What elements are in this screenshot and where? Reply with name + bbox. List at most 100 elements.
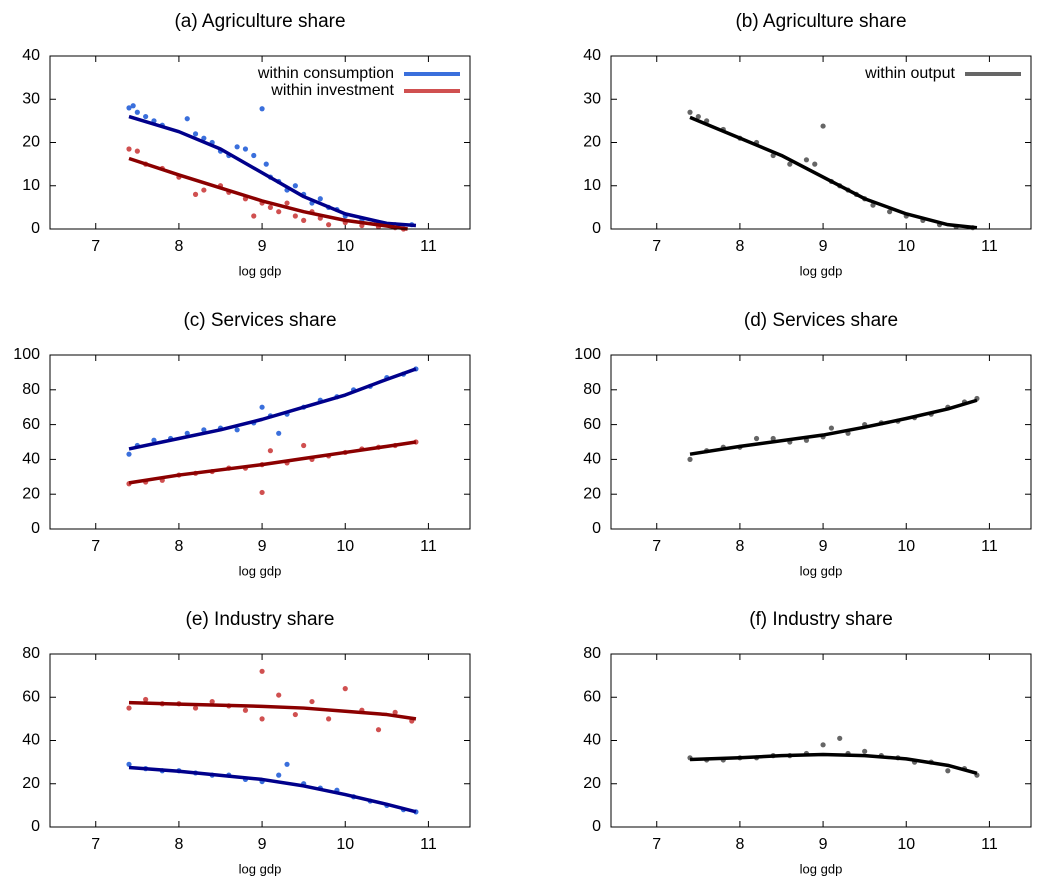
- data-point: [184, 116, 190, 122]
- data-point: [259, 106, 265, 112]
- x-tick-label: 10: [336, 238, 354, 255]
- y-tick-label: 80: [583, 381, 601, 398]
- data-point: [192, 705, 199, 711]
- x-axis-label: log gdp: [239, 563, 282, 578]
- x-tick-label: 7: [652, 238, 661, 255]
- data-point: [126, 105, 132, 111]
- x-tick-label: 11: [420, 238, 437, 255]
- data-point: [326, 716, 332, 722]
- data-point: [267, 204, 273, 210]
- x-axis-label: log gdp: [800, 861, 843, 876]
- data-point: [828, 425, 834, 431]
- data-point: [945, 768, 951, 774]
- fit-line: [128, 156, 408, 231]
- data-point: [375, 727, 382, 733]
- data-point: [184, 430, 190, 436]
- legend-label: within investment: [270, 82, 394, 99]
- subplot-title: (f) Industry share: [749, 609, 893, 630]
- data-point: [251, 152, 257, 159]
- data-point: [309, 698, 315, 705]
- plot-frame: [610, 354, 1032, 530]
- fit-line: [128, 367, 417, 451]
- x-tick-label: 7: [652, 836, 661, 853]
- data-point: [259, 404, 265, 410]
- data-point: [126, 705, 132, 711]
- fit-line: [689, 115, 978, 230]
- plot-frame: [610, 55, 1032, 230]
- y-tick-label: 60: [22, 416, 40, 433]
- y-tick-label: 20: [583, 485, 601, 502]
- data-point: [134, 109, 140, 115]
- x-tick-label: 7: [91, 836, 100, 853]
- y-tick-label: 100: [13, 346, 40, 363]
- x-tick-label: 10: [336, 836, 354, 853]
- data-point: [126, 146, 132, 152]
- x-axis-label: log gdp: [800, 263, 843, 278]
- data-point: [259, 716, 265, 722]
- y-tick-label: 0: [31, 220, 40, 237]
- data-point: [201, 135, 207, 141]
- data-point: [192, 191, 199, 197]
- data-point: [130, 103, 136, 109]
- data-point: [812, 161, 818, 167]
- y-tick-label: 20: [22, 775, 40, 792]
- data-point: [143, 696, 149, 703]
- data-point: [695, 113, 701, 120]
- y-tick-label: 80: [22, 645, 40, 662]
- y-tick-label: 80: [583, 645, 601, 662]
- data-point: [887, 209, 893, 215]
- y-tick-label: 60: [583, 416, 601, 433]
- y-tick-label: 20: [22, 485, 40, 502]
- data-point: [292, 183, 298, 189]
- x-tick-label: 7: [91, 238, 100, 255]
- y-tick-label: 30: [22, 90, 40, 107]
- x-axis-label: log gdp: [239, 263, 282, 278]
- data-point: [234, 427, 240, 433]
- x-tick-label: 11: [981, 836, 998, 853]
- y-tick-label: 10: [583, 177, 601, 194]
- x-tick-label: 11: [420, 836, 437, 853]
- y-tick-label: 40: [22, 451, 40, 468]
- y-tick-label: 80: [22, 381, 40, 398]
- data-point: [301, 442, 307, 449]
- data-point: [862, 748, 868, 754]
- x-tick-label: 10: [897, 836, 915, 853]
- data-point: [134, 148, 140, 154]
- data-point: [242, 146, 249, 152]
- data-point: [342, 686, 348, 692]
- data-point: [251, 213, 257, 219]
- fit-line: [128, 700, 417, 721]
- data-point: [276, 209, 282, 215]
- data-point: [259, 668, 265, 674]
- subplot: (b) Agriculture share log gdp 7 8 9 10 11 0 10 20…: [583, 11, 1032, 278]
- subplot: (d) Services share log gdp 7 8 9 10 11 0 20 40 60 8…: [574, 310, 1032, 578]
- x-tick-label: 8: [735, 538, 744, 555]
- x-tick-label: 8: [174, 538, 183, 555]
- y-tick-label: 40: [583, 47, 601, 64]
- x-axis-label: log gdp: [239, 861, 282, 876]
- x-tick-label: 9: [258, 538, 267, 555]
- y-tick-label: 40: [22, 47, 40, 64]
- data-point: [276, 692, 282, 698]
- y-tick-label: 0: [31, 520, 40, 537]
- x-tick-label: 10: [336, 538, 354, 555]
- x-tick-label: 11: [420, 538, 437, 555]
- y-tick-label: 0: [31, 818, 40, 835]
- subplot-title: (c) Services share: [183, 310, 336, 331]
- data-point: [284, 200, 290, 206]
- x-tick-label: 9: [819, 538, 828, 555]
- y-tick-label: 40: [583, 732, 601, 749]
- x-tick-label: 7: [91, 538, 100, 555]
- y-tick-label: 20: [583, 134, 601, 151]
- x-axis-label: log gdp: [800, 563, 843, 578]
- data-point: [301, 217, 307, 223]
- subplot-title: (e) Industry share: [186, 609, 335, 630]
- legend-label: within output: [864, 65, 955, 82]
- x-tick-label: 10: [897, 238, 915, 255]
- y-tick-label: 60: [22, 688, 40, 705]
- data-point: [787, 161, 793, 167]
- subplot: (a) Agriculture share log gdp 7 8 9 10 11 0 10 20…: [22, 11, 471, 278]
- x-tick-label: 7: [652, 538, 661, 555]
- x-tick-label: 11: [981, 538, 998, 555]
